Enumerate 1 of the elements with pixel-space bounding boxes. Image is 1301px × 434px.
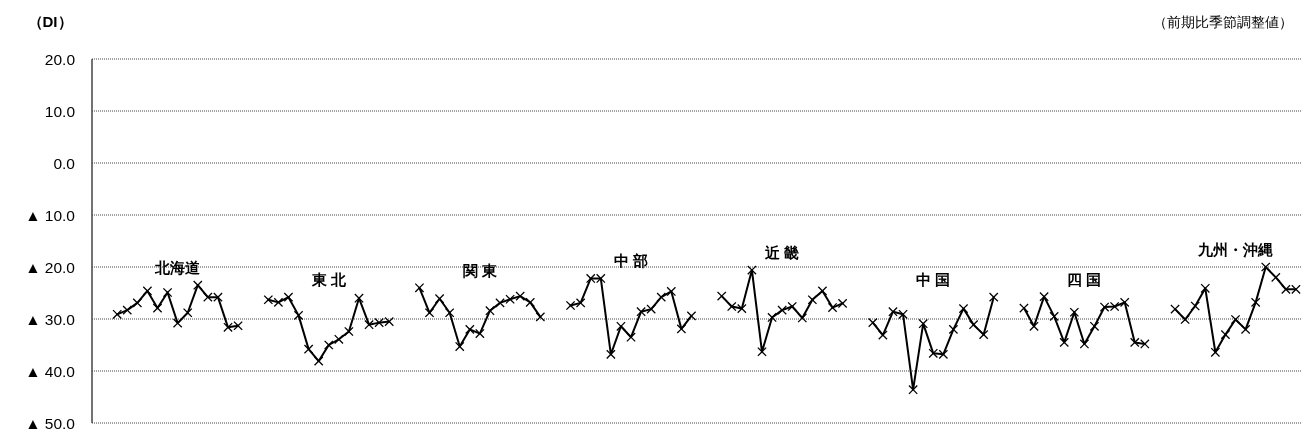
annotation: （前期比季節調整値） <box>1153 14 1293 30</box>
